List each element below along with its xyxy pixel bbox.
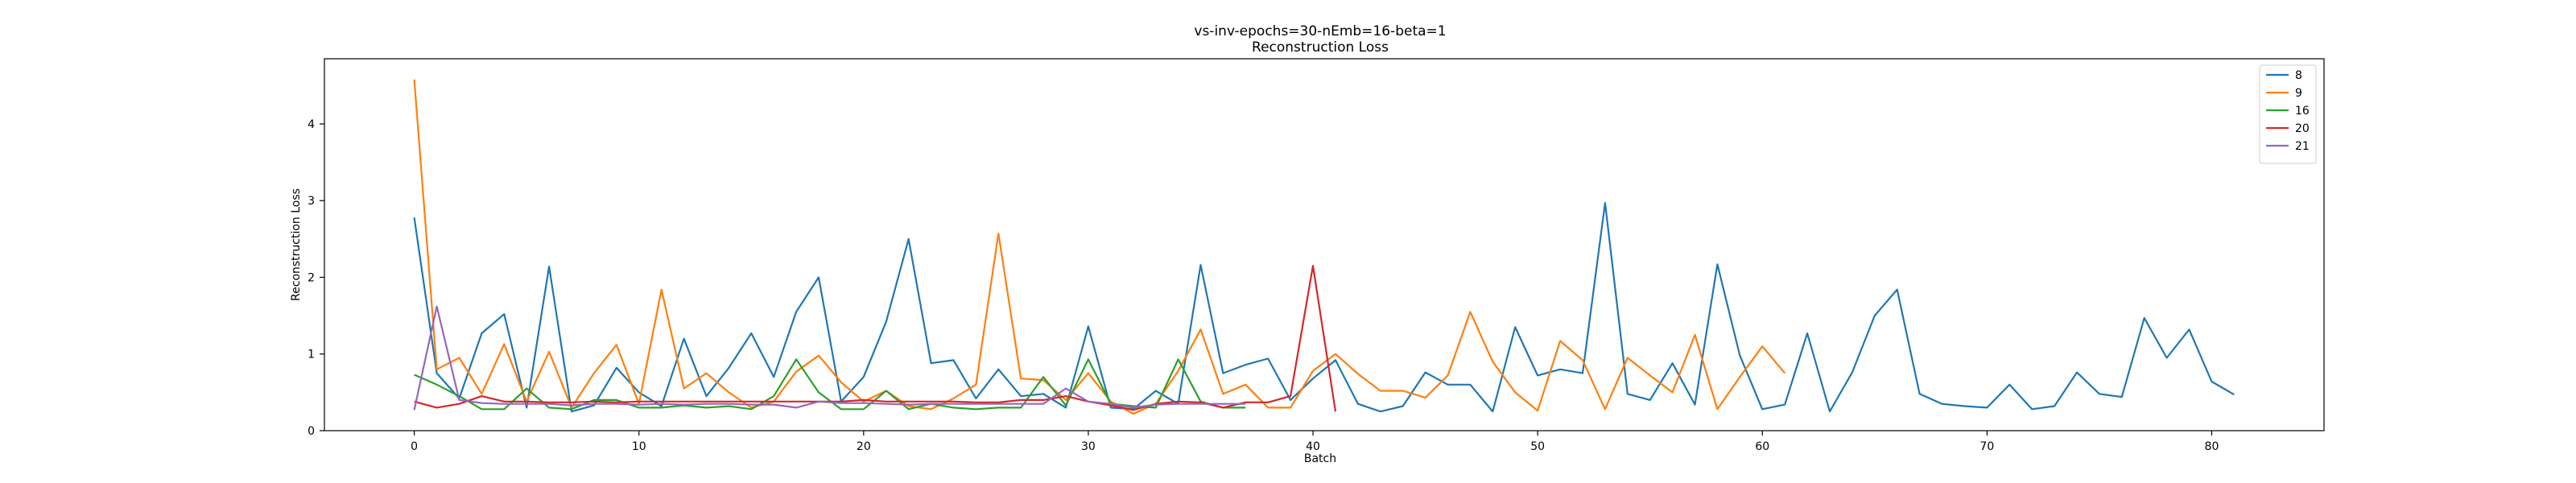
series-lines [413,79,2235,415]
chart-title-group: vs-inv-epochs=30-nEmb=16-beta=1 Reconstr… [1194,23,1446,56]
x-axis-label: Batch [1304,452,1336,465]
series-line-20 [414,265,1337,412]
x-tick-label: 20 [857,440,871,453]
legend-label-21: 21 [2295,140,2310,153]
series-line-8 [413,202,2235,413]
y-tick-label: 3 [308,195,315,208]
y-axis-label: Reconstruction Loss [290,188,303,301]
x-tick-label: 10 [632,440,646,453]
x-tick-label: 40 [1306,440,1320,453]
series-line-21 [413,305,1246,411]
plot-frame [324,58,2325,431]
y-tick-label: 1 [308,349,315,361]
legend-label-8: 8 [2295,69,2302,82]
y-tick-label: 0 [308,425,315,438]
legend-label-16: 16 [2295,105,2310,118]
y-tick-label: 4 [308,118,315,131]
x-tick-label: 80 [2205,440,2219,453]
x-tick-label: 60 [1755,440,1769,453]
legend-box [2259,64,2317,164]
x-tick-label: 0 [411,440,418,453]
x-tick-label: 70 [1979,440,1994,453]
chart-title: vs-inv-epochs=30-nEmb=16-beta=1 [1194,23,1446,39]
x-tick-label: 50 [1530,440,1545,453]
tick-labels: 0 10 20 30 40 50 60 70 80 0 1 2 3 4 [308,118,2219,453]
legend: 8 9 16 20 21 [2259,64,2317,164]
chart-subtitle: Reconstruction Loss [1252,39,1389,56]
series-line-9 [413,79,1786,415]
x-tick-label: 30 [1081,440,1096,453]
legend-label-9: 9 [2295,87,2302,100]
axes [324,58,2325,431]
y-tick-label: 2 [308,271,315,284]
legend-label-20: 20 [2295,122,2310,135]
